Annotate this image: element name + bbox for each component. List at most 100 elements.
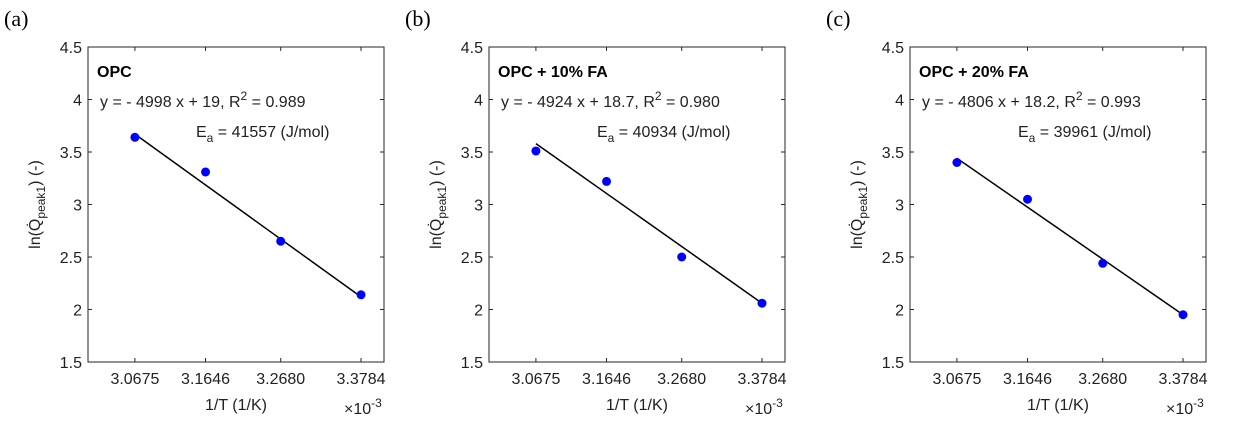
y-tick-label: 2 [895, 303, 904, 320]
fit-line [956, 157, 1184, 316]
y-tick-label: 4.5 [461, 40, 483, 57]
y-tick-label: 3.5 [461, 145, 483, 162]
fit-equation-part: y = - 4998 x + 19, R [100, 94, 241, 111]
x-tick-label: 3.2680 [657, 371, 706, 388]
subplot: (c) 1.5 2 2.5 3 3.5 4 4.5 3.0675 3.1646 3.2680 3.37… [826, 6, 1208, 418]
x-exponent-part: ×10 [745, 401, 772, 418]
data-point [757, 298, 767, 308]
y-tick-label: 3 [73, 198, 82, 215]
fit-equation-part: 2 [1076, 89, 1083, 103]
x-exponent: ×10-3 [745, 396, 783, 418]
y-axis-label-part: peak1 [856, 186, 870, 219]
data-point [677, 252, 687, 262]
y-tick-label: 3.5 [882, 145, 904, 162]
y-axis-label-part: peak1 [34, 186, 48, 219]
y-tick-label: 4 [474, 93, 483, 110]
activation-energy-part: E [196, 124, 207, 141]
y-tick-label: 4.5 [882, 40, 904, 57]
y-axis-label-part: ln(Q̇ [848, 219, 866, 249]
data-point [201, 167, 211, 177]
data-point [602, 176, 612, 186]
data-point [130, 132, 140, 142]
subplot-title: OPC + 20% FA [919, 64, 1029, 81]
y-tick-label: 3.5 [60, 145, 82, 162]
panel-label: (c) [826, 6, 850, 31]
activation-energy-part: a [608, 131, 615, 145]
y-tick-label: 4 [73, 93, 82, 110]
x-exponent: ×10-3 [344, 396, 382, 418]
y-axis-label-part: ) (-) [27, 160, 44, 186]
y-tick-label: 2 [474, 303, 483, 320]
activation-energy-part: = 41557 (J/mol) [213, 124, 329, 141]
y-tick-label: 3 [895, 198, 904, 215]
activation-energy-part: = 39961 (J/mol) [1035, 124, 1151, 141]
x-tick-label: 3.1646 [582, 371, 631, 388]
x-tick-label: 3.3784 [337, 371, 386, 388]
x-exponent: ×10-3 [1166, 396, 1204, 418]
y-tick-label: 4 [895, 93, 904, 110]
y-tick-label: 2.5 [882, 250, 904, 267]
data-point [952, 158, 962, 167]
subplot: (b) 1.5 2 2.5 3 3.5 4 4.5 3.0675 3.1646 3.2680 3.37… [405, 6, 787, 418]
x-tick-label: 3.2680 [1078, 371, 1127, 388]
x-exponent-part: -3 [1193, 396, 1204, 410]
x-exponent-part: -3 [371, 396, 382, 410]
activation-energy-part: E [597, 124, 608, 141]
y-axis-label: ln(Q̇peak1) (-) [848, 160, 870, 249]
fit-line [535, 142, 763, 304]
x-axis-label: 1/T (1/K) [205, 397, 267, 414]
panel-label: (a) [4, 6, 28, 31]
y-tick-label: 2.5 [461, 250, 483, 267]
fit-equation: y = - 4998 x + 19, R2 = 0.989 [100, 89, 306, 111]
axes-box [87, 46, 385, 363]
y-axis-label-part: ) (-) [428, 160, 445, 186]
y-axis-label-part: peak1 [435, 186, 449, 219]
fit-equation-part: = 0.993 [1083, 94, 1141, 111]
fit-line [134, 133, 362, 298]
x-tick-label: 3.0675 [110, 371, 159, 388]
data-point [1023, 194, 1033, 204]
y-axis-label: ln(Q̇peak1) (-) [427, 160, 449, 249]
y-tick-label: 2 [73, 303, 82, 320]
x-exponent-part: ×10 [344, 401, 371, 418]
y-tick-label: 4.5 [60, 40, 82, 57]
axes-box [488, 46, 786, 363]
x-exponent-part: ×10 [1166, 401, 1193, 418]
fit-equation-part: y = - 4806 x + 18.2, R [922, 94, 1076, 111]
activation-energy-part: a [1029, 131, 1036, 145]
y-tick-label: 1.5 [461, 355, 483, 372]
data-point [276, 236, 286, 246]
panel-label: (b) [405, 6, 431, 31]
data-point [1178, 310, 1188, 320]
activation-energy: Ea = 40934 (J/mol) [597, 124, 730, 145]
y-tick-label: 3 [474, 198, 483, 215]
activation-energy-part: = 40934 (J/mol) [614, 124, 730, 141]
fit-equation: y = - 4806 x + 18.2, R2 = 0.993 [922, 89, 1141, 111]
x-axis-label: 1/T (1/K) [606, 397, 668, 414]
fit-equation-part: y = - 4924 x + 18.7, R [501, 94, 655, 111]
data-point [1098, 258, 1108, 268]
x-tick-label: 3.1646 [181, 371, 230, 388]
data-point [356, 290, 366, 300]
x-tick-label: 3.2680 [256, 371, 305, 388]
subplot-title: OPC + 10% FA [498, 64, 608, 81]
y-tick-label: 2.5 [60, 250, 82, 267]
y-tick-label: 1.5 [882, 355, 904, 372]
activation-energy: Ea = 39961 (J/mol) [1018, 124, 1151, 145]
fit-equation-part: 2 [241, 89, 248, 103]
y-axis-label-part: ln(Q̇ [427, 219, 445, 249]
x-tick-label: 3.1646 [1003, 371, 1052, 388]
x-tick-label: 3.0675 [932, 371, 981, 388]
activation-energy-part: a [207, 131, 214, 145]
fit-equation-part: = 0.980 [662, 94, 720, 111]
activation-energy-part: E [1018, 124, 1029, 141]
x-axis-label: 1/T (1/K) [1027, 397, 1089, 414]
subplot-title: OPC [97, 64, 132, 81]
x-tick-label: 3.3784 [1159, 371, 1208, 388]
fit-equation-part: = 0.989 [247, 94, 305, 111]
subplot: (a) 1.5 2 2.5 3 3.5 4 4.5 3.0675 3.1646 3.2680 3.37… [4, 6, 386, 418]
x-tick-label: 3.3784 [738, 371, 787, 388]
x-tick-label: 3.0675 [511, 371, 560, 388]
